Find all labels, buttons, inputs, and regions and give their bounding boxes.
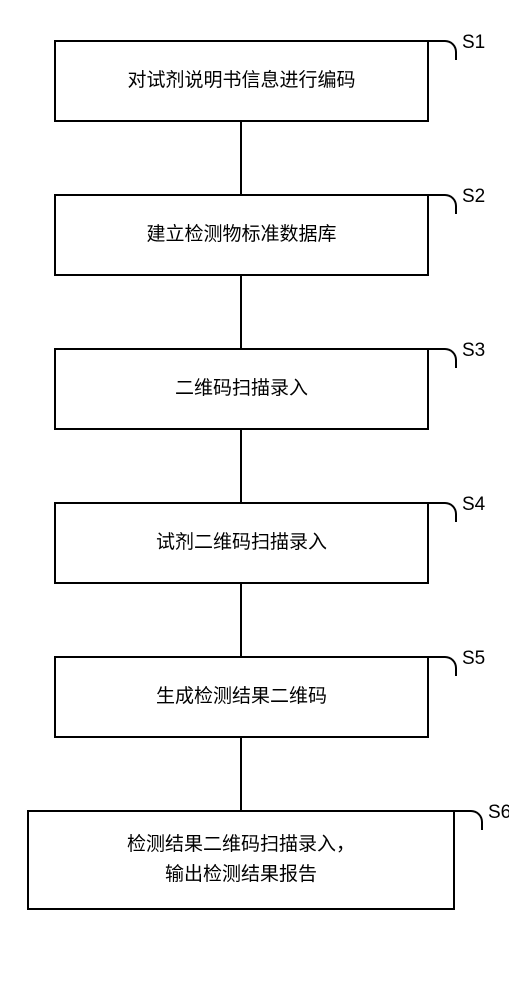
- flow-connector: [240, 738, 242, 810]
- flow-connector: [240, 122, 242, 194]
- step-text: 试剂二维码扫描录入: [156, 528, 327, 558]
- flow-connector: [240, 430, 242, 502]
- label-connector: [429, 656, 457, 676]
- step-label: S1: [462, 32, 485, 54]
- flowchart-step: 对试剂说明书信息进行编码: [54, 40, 429, 122]
- flowchart-step: 试剂二维码扫描录入: [54, 502, 429, 584]
- flowchart-step: 建立检测物标准数据库: [54, 194, 429, 276]
- label-connector: [429, 502, 457, 522]
- label-connector: [429, 194, 457, 214]
- step-text-line: 检测结果二维码扫描录入，: [127, 830, 355, 860]
- step-label: S4: [462, 494, 485, 516]
- label-connector: [429, 40, 457, 60]
- step-text: 对试剂说明书信息进行编码: [127, 66, 355, 96]
- flow-connector: [240, 276, 242, 348]
- flowchart-container: 对试剂说明书信息进行编码 S1 建立检测物标准数据库 S2 二维码扫描录入 S3…: [30, 40, 490, 910]
- step-label: S3: [462, 340, 485, 362]
- step-text: 建立检测物标准数据库: [146, 220, 336, 250]
- step-label: S5: [462, 648, 485, 670]
- label-connector: [429, 348, 457, 368]
- step-label: S2: [462, 186, 485, 208]
- step-text: 生成检测结果二维码: [156, 682, 327, 712]
- flowchart-step: 检测结果二维码扫描录入， 输出检测结果报告: [27, 810, 455, 910]
- flowchart-step: 二维码扫描录入: [54, 348, 429, 430]
- step-text: 检测结果二维码扫描录入， 输出检测结果报告: [127, 830, 355, 891]
- step-text: 二维码扫描录入: [175, 374, 308, 404]
- step-label: S6: [488, 802, 509, 824]
- label-connector: [455, 810, 483, 830]
- flow-connector: [240, 584, 242, 656]
- step-text-line: 输出检测结果报告: [127, 860, 355, 890]
- flowchart-step: 生成检测结果二维码: [54, 656, 429, 738]
